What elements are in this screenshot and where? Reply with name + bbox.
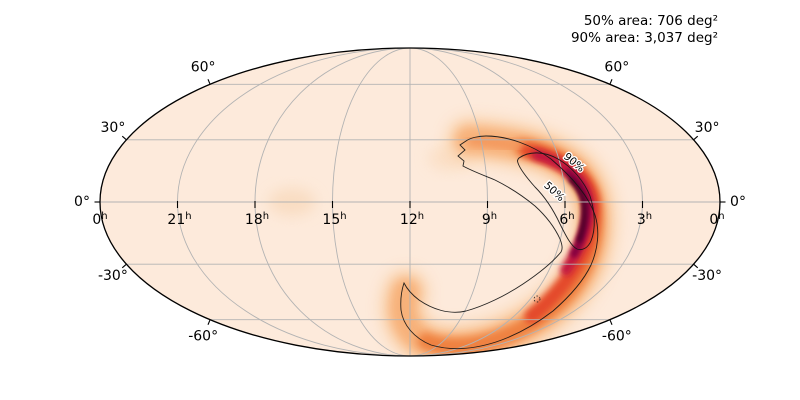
ra-tick-label: 0h: [709, 211, 724, 228]
probability-band: [568, 177, 587, 243]
dec-tick-label: 30°: [695, 120, 720, 136]
dec-tick-label: 60°: [604, 60, 629, 76]
ra-tick-label: 0h: [92, 211, 107, 228]
credible-contour: [517, 152, 595, 251]
dec-tick-label: 0°: [74, 194, 90, 210]
ra-tick-label: 18h: [245, 211, 269, 228]
probability-heatmap: [268, 117, 618, 356]
ra-tick-label: 6h: [559, 211, 574, 228]
map-outline: [99, 47, 721, 357]
dec-tick: [609, 319, 613, 325]
ra-tick-label: 12h: [400, 211, 424, 228]
tick-labels: 0h 21h 18h 15h 12h 9h 6h 3h 0h 60° 60° 30° 30° 0° 0° -3…: [74, 60, 746, 345]
dec-tick: [693, 135, 699, 141]
dec-tick: [121, 135, 127, 141]
dec-tick: [693, 263, 699, 269]
dec-tick-label: -30°: [692, 268, 722, 284]
ra-tick-label: 3h: [637, 211, 652, 228]
dec-tick-label: -60°: [602, 328, 632, 344]
annotation-line-90: 90% area: 3,037 deg²: [570, 30, 718, 46]
dec-tick-label: 60°: [191, 60, 216, 76]
dec-tick: [609, 79, 613, 85]
dec-tick: [121, 263, 127, 269]
dec-tick: [207, 79, 211, 85]
credible-contours: [400, 135, 599, 349]
dec-tick-label: -60°: [188, 328, 218, 344]
ra-tick-label: 21h: [167, 211, 191, 228]
dec-tick-label: 0°: [730, 194, 746, 210]
ra-tick-label: 9h: [482, 211, 497, 228]
dec-tick: [207, 319, 211, 325]
dec-tick-label: -30°: [98, 268, 128, 284]
contour-island: [533, 295, 541, 303]
dec-tick-label: 30°: [101, 120, 126, 136]
credible-area-annotation: 50% area: 706 deg² 90% area: 3,037 deg²: [571, 13, 718, 47]
annotation-line-50: 50% area: 706 deg²: [583, 13, 718, 29]
tick-marks: [94, 79, 726, 325]
credible-contour: [400, 135, 599, 349]
ra-tick-label: 15h: [322, 211, 346, 228]
